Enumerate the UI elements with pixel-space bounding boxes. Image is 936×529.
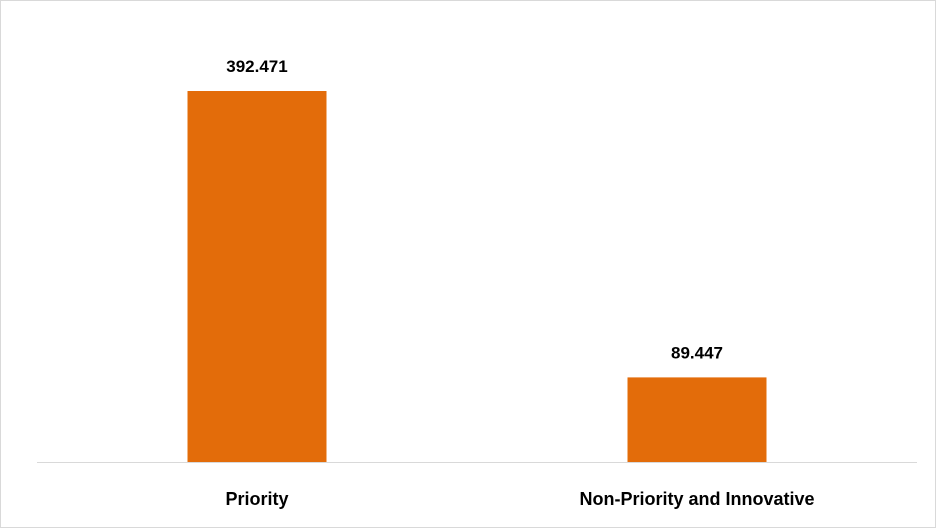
x-axis-tick-labels: Priority Non-Priority and Innovative	[225, 489, 814, 509]
data-label-0: 392.471	[226, 57, 287, 76]
data-label-1: 89.447	[671, 343, 723, 362]
bar-1	[627, 377, 767, 462]
bars-layer	[187, 91, 767, 462]
bar-0	[187, 91, 327, 462]
x-tick-label-0: Priority	[225, 489, 288, 509]
data-labels-layer: 392.471 89.447	[226, 57, 723, 362]
x-tick-label-1: Non-Priority and Innovative	[579, 489, 814, 509]
